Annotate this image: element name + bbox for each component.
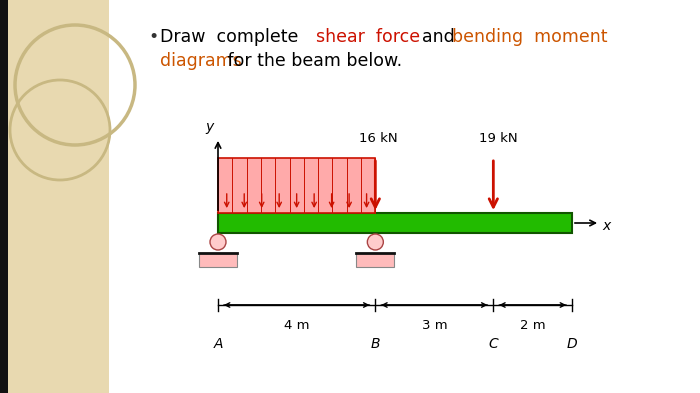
Bar: [356, 253, 394, 267]
Text: D: D: [567, 337, 577, 351]
Text: 2 m: 2 m: [520, 319, 545, 332]
Text: 4 m: 4 m: [284, 319, 309, 332]
Text: A: A: [214, 337, 223, 351]
Text: •: •: [148, 28, 158, 46]
Bar: [0, 0, 8, 393]
Text: for the beam below.: for the beam below.: [222, 52, 402, 70]
Text: x: x: [602, 219, 610, 233]
Text: bending  moment: bending moment: [452, 28, 608, 46]
Text: C: C: [489, 337, 498, 351]
Circle shape: [210, 234, 226, 250]
Text: 16 kN: 16 kN: [359, 132, 398, 145]
Text: 3 m: 3 m: [421, 319, 447, 332]
Circle shape: [368, 234, 384, 250]
Text: and: and: [411, 28, 466, 46]
Text: B: B: [370, 337, 380, 351]
Bar: [199, 253, 237, 267]
Text: y: y: [206, 120, 214, 134]
Bar: [218, 213, 572, 233]
Text: 10 kN/m: 10 kN/m: [222, 170, 275, 183]
Text: shear  force: shear force: [316, 28, 420, 46]
Bar: [218, 158, 375, 213]
Text: Draw  complete: Draw complete: [160, 28, 309, 46]
Text: 19 kN: 19 kN: [480, 132, 518, 145]
Text: diagrams: diagrams: [160, 52, 242, 70]
Bar: [0, 0, 108, 393]
